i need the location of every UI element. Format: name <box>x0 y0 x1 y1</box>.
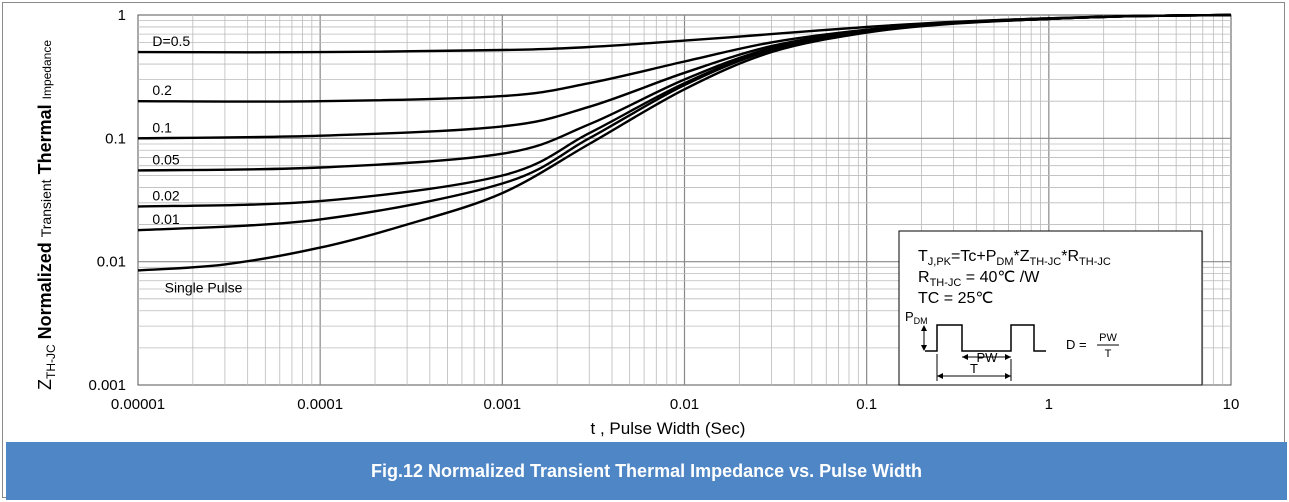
x-tick-label: 0.01 <box>670 396 699 413</box>
curve-label: 0.1 <box>152 119 172 135</box>
d-formula-denominator: T <box>1105 348 1112 360</box>
y-tick-label: 1 <box>118 7 126 24</box>
curve-label: 0.01 <box>152 211 179 227</box>
pdm-label: PDM <box>905 309 928 326</box>
x-tick-label: 0.1 <box>856 396 877 413</box>
x-axis-label: t , Pulse Width (Sec) <box>591 419 746 438</box>
formula-annotation-box: TJ,PK=Tc+PDM*ZTH-JC*RTH-JC RTH-JC = 40℃ … <box>898 230 1203 386</box>
formula-rth-jc: RTH-JC = 40℃ /W <box>918 269 1040 289</box>
x-tick-label: 0.0001 <box>297 396 343 413</box>
pw-label: PW <box>977 350 999 365</box>
formula-tj-pk: TJ,PK=Tc+PDM*ZTH-JC*RTH-JC <box>918 248 1111 268</box>
series-line <box>137 13 1232 272</box>
y-label-thermal: Thermal <box>35 104 55 174</box>
curve-label: 0.2 <box>152 82 172 98</box>
figure-caption: Fig.12 Normalized Transient Thermal Impe… <box>6 442 1287 500</box>
formula-tc: TC = 25℃ <box>918 290 993 307</box>
x-tick-label: 0.00001 <box>111 396 165 413</box>
x-tick-label: 1 <box>1045 396 1053 413</box>
d-formula-numerator: PW <box>1099 332 1117 344</box>
y-tick-label: 0.001 <box>88 377 126 394</box>
y-label-transient: Transient <box>38 179 54 237</box>
axis-labels: 0.00001 0.0001 0.001 0.01 0.1 1 10 0.001 0.01 0.1… <box>88 7 1239 413</box>
y-tick-label: 0.1 <box>105 130 126 147</box>
y-label-impedance: Impedance <box>40 40 54 100</box>
t-period-label: T <box>970 361 978 376</box>
y-label-z: Z <box>35 379 55 390</box>
curves <box>137 13 1232 272</box>
thermal-impedance-chart: 0.00001 0.0001 0.001 0.01 0.1 1 10 0.001 0.01 0.1… <box>35 7 1239 438</box>
d-formula-label: D = <box>1066 337 1087 352</box>
x-tick-label: 0.001 <box>484 396 522 413</box>
curve-label: 0.05 <box>152 151 179 167</box>
curve-label: 0.02 <box>152 188 179 204</box>
y-label-z-sub: TH-JC <box>44 344 58 379</box>
pulse-diagram: PDM PW T D = PW T <box>905 309 1119 381</box>
curve-labels: D=0.5 0.2 0.1 0.05 0.02 0.01 Single Pulse <box>152 33 242 295</box>
curve-label: Single Pulse <box>165 279 243 295</box>
y-axis-label: ZTH-JC Normalized Transient Thermal Impe… <box>35 40 58 390</box>
x-tick-label: 10 <box>1223 396 1240 413</box>
curve-label: D=0.5 <box>152 33 190 49</box>
y-tick-label: 0.01 <box>97 254 126 271</box>
y-label-normalized: Normalized <box>35 242 55 339</box>
